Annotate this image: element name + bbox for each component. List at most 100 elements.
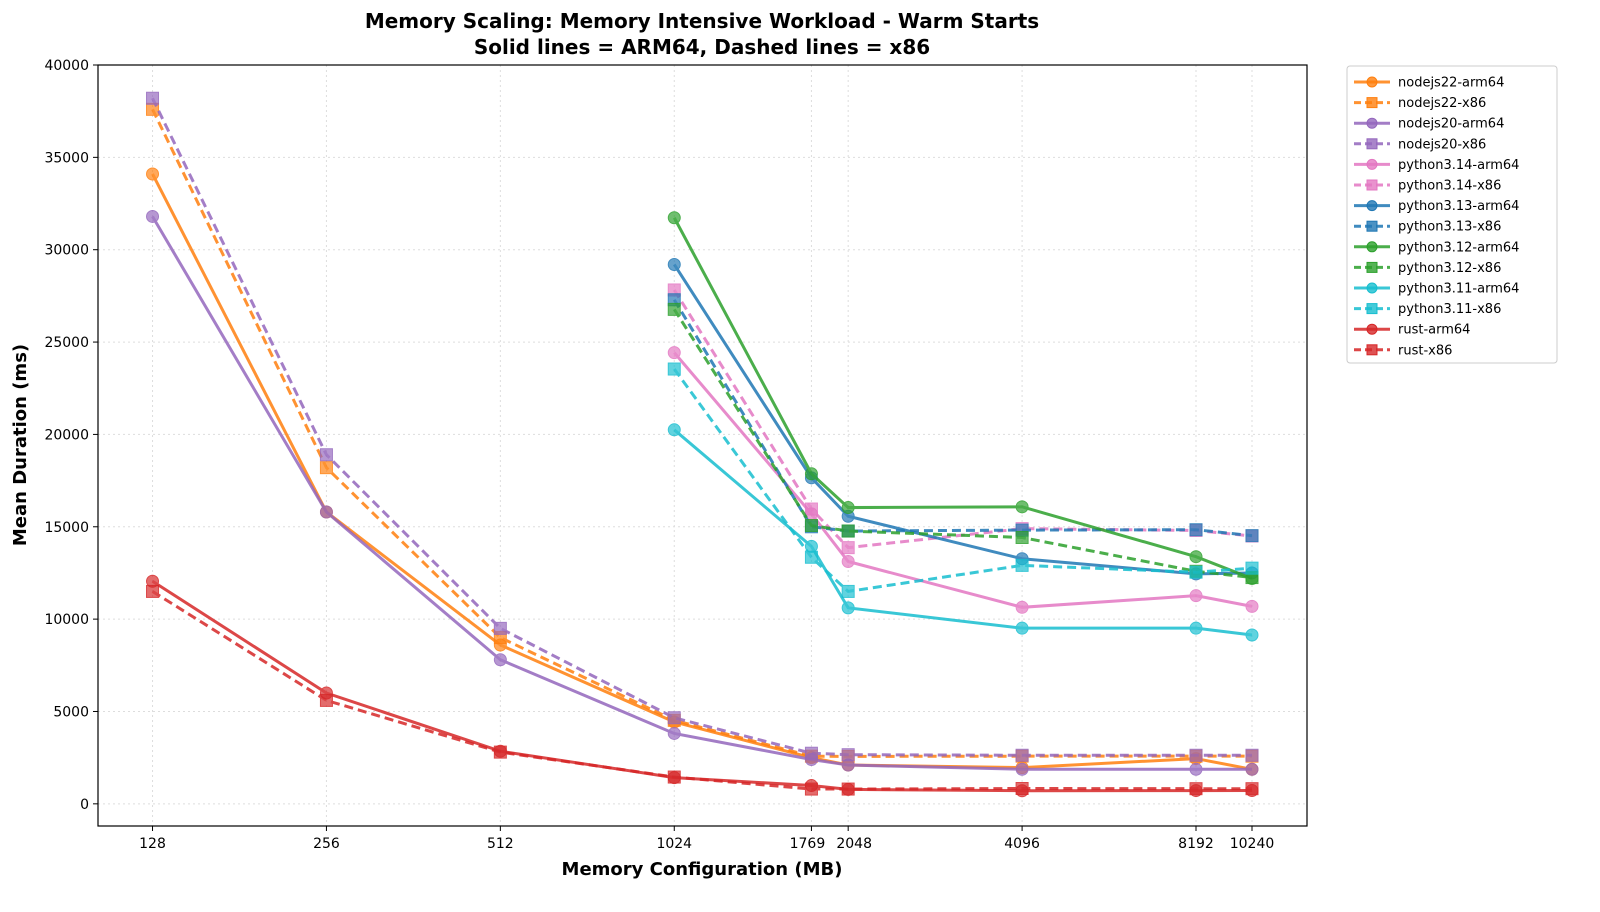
y-tick-label: 0 <box>80 797 89 813</box>
data-point-python3.14-arm64 <box>667 346 681 360</box>
data-point-nodejs20-arm64 <box>319 505 333 519</box>
data-point-python3.11-arm64 <box>1245 628 1259 642</box>
y-tick-label: 15000 <box>44 520 89 536</box>
data-point-rust-x86 <box>1015 782 1029 796</box>
data-point-nodejs20-x86 <box>667 711 681 725</box>
series-line-nodejs20-x86 <box>151 97 1252 757</box>
data-point-rust-x86 <box>1189 782 1203 796</box>
data-point-python3.14-arm64 <box>841 554 855 568</box>
legend-label: nodejs20-x86 <box>1398 137 1486 152</box>
legend-label: python3.14-x86 <box>1398 179 1501 194</box>
data-point-nodejs20-x86 <box>841 748 855 762</box>
legend-marker <box>1366 76 1378 88</box>
data-point-python3.14-x86 <box>841 541 855 555</box>
plot-frame <box>97 64 1308 827</box>
legend-entry-nodejs20-x86: nodejs20-x86 <box>1354 137 1486 152</box>
data-point-rust-x86 <box>146 584 160 598</box>
data-point-python3.11-x86 <box>1189 565 1203 579</box>
data-point-python3.12-arm64 <box>804 467 818 481</box>
series-line-nodejs22-x86 <box>151 108 1252 758</box>
series-line-python3.13-arm64 <box>673 263 1253 576</box>
data-point-python3.13-arm64 <box>667 257 681 271</box>
legend-entry-rust-arm64: rust-arm64 <box>1354 323 1470 338</box>
series-python3.11-arm64 <box>667 423 1259 642</box>
legend-entry-nodejs22-x86: nodejs22-x86 <box>1354 96 1486 111</box>
data-point-nodejs20-x86 <box>146 91 160 105</box>
grid-lines <box>98 64 1307 826</box>
y-tick-label: 10000 <box>44 612 89 628</box>
data-point-python3.12-x86 <box>841 524 855 538</box>
data-point-python3.12-arm64 <box>667 211 681 225</box>
data-point-nodejs20-arm64 <box>1015 762 1029 776</box>
legend-label: python3.12-x86 <box>1398 261 1501 276</box>
legend-entry-python3.11-arm64: python3.11-arm64 <box>1354 282 1519 297</box>
legend-label: python3.11-arm64 <box>1398 282 1519 297</box>
legend-marker <box>1366 344 1378 356</box>
x-tick-label: 1769 <box>790 836 826 852</box>
legend-label: python3.12-arm64 <box>1398 240 1519 255</box>
x-tick-label: 1024 <box>656 836 692 852</box>
axis-ticks: 128 256 512 1024 1769 2048 4096 8192 10240 0 5000 1… <box>44 58 1274 852</box>
series-python3.11-x86 <box>667 362 1259 598</box>
data-point-nodejs20-arm64 <box>1245 762 1259 776</box>
data-point-rust-x86 <box>804 782 818 796</box>
legend-entry-nodejs20-arm64: nodejs20-arm64 <box>1354 117 1504 132</box>
data-point-nodejs20-arm64 <box>1189 762 1203 776</box>
legend: nodejs22-arm64 nodejs22-x86 nodejs20-arm64… <box>1346 65 1558 364</box>
data-point-python3.11-x86 <box>1245 561 1259 575</box>
data-point-python3.12-arm64 <box>1189 550 1203 564</box>
data-point-nodejs22-x86 <box>319 461 333 475</box>
y-tick-label: 25000 <box>44 335 89 351</box>
data-point-nodejs20-arm64 <box>667 726 681 740</box>
legend-label: nodejs20-arm64 <box>1398 117 1504 132</box>
legend-marker <box>1366 179 1378 191</box>
data-point-python3.13-x86 <box>1189 523 1203 537</box>
data-point-nodejs20-arm64 <box>493 653 507 667</box>
data-point-rust-x86 <box>319 693 333 707</box>
series-line-python3.13-x86 <box>672 298 1253 538</box>
data-point-nodejs22-arm64 <box>146 167 160 181</box>
x-tick-label: 8192 <box>1178 836 1214 852</box>
legend-label: python3.14-arm64 <box>1398 158 1519 173</box>
legend-label: rust-arm64 <box>1398 323 1470 338</box>
data-point-python3.12-arm64 <box>841 501 855 515</box>
legend-label: python3.11-x86 <box>1398 302 1501 317</box>
data-point-nodejs20-arm64 <box>146 209 160 223</box>
data-point-rust-x86 <box>841 782 855 796</box>
legend-label: rust-x86 <box>1398 343 1452 358</box>
data-point-nodejs20-x86 <box>1189 748 1203 762</box>
x-tick-label: 512 <box>487 836 514 852</box>
data-point-python3.11-arm64 <box>1015 621 1029 635</box>
legend-marker <box>1366 261 1378 273</box>
series-rust-x86 <box>146 584 1259 796</box>
data-point-rust-x86 <box>667 770 681 784</box>
data-point-python3.13-x86 <box>1245 529 1259 543</box>
series-python3.14-x86 <box>667 283 1259 555</box>
data-point-python3.12-x86 <box>804 518 818 532</box>
y-tick-label: 20000 <box>44 427 89 443</box>
data-point-python3.11-x86 <box>804 550 818 564</box>
legend-box <box>1346 65 1558 364</box>
legend-entry-python3.12-x86: python3.12-x86 <box>1354 261 1501 276</box>
legend-marker <box>1366 282 1378 294</box>
legend-entry-python3.14-x86: python3.14-x86 <box>1354 179 1501 194</box>
data-point-python3.11-arm64 <box>841 601 855 615</box>
series-nodejs22-x86 <box>146 102 1259 763</box>
legend-label: nodejs22-x86 <box>1398 96 1486 111</box>
data-point-nodejs20-x86 <box>1245 748 1259 762</box>
y-tick-label: 5000 <box>53 704 89 720</box>
data-point-python3.14-arm64 <box>1189 589 1203 603</box>
series-nodejs20-x86 <box>146 91 1259 762</box>
series-line-python3.11-x86 <box>673 368 1253 594</box>
data-point-nodejs20-x86 <box>1015 748 1029 762</box>
x-axis-label: Memory Configuration (MB) <box>562 859 843 880</box>
data-point-python3.14-x86 <box>804 502 818 516</box>
x-tick-label: 10240 <box>1230 836 1275 852</box>
x-tick-label: 256 <box>313 836 340 852</box>
legend-marker <box>1366 200 1378 212</box>
legend-label: nodejs22-arm64 <box>1398 76 1504 91</box>
legend-marker <box>1366 323 1378 335</box>
data-point-python3.11-arm64 <box>667 423 681 437</box>
legend-entry-python3.13-arm64: python3.13-arm64 <box>1354 199 1519 214</box>
